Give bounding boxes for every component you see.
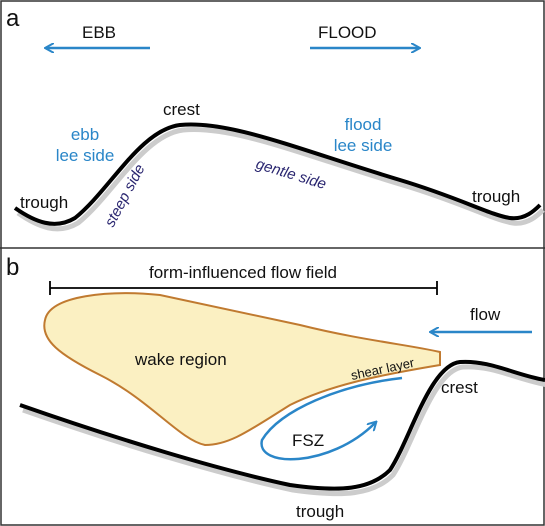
ebb-lee-label: lee side [56, 146, 115, 165]
flood-lee-label: flood [345, 115, 382, 134]
trough-label: trough [472, 187, 520, 206]
flow-field-label: form-influenced flow field [149, 263, 337, 282]
gentle-side-label: gentle side [254, 156, 328, 193]
flood-lee-label: lee side [334, 136, 393, 155]
ebb-lee-label: ebb [71, 125, 99, 144]
diagram: a EBB FLOOD crest ebb lee side flood lee… [0, 0, 545, 526]
flood-label: FLOOD [318, 23, 377, 42]
wake-region-label: wake region [134, 350, 227, 369]
trough-label: trough [296, 502, 344, 521]
crest-label: crest [163, 100, 200, 119]
crest-label: crest [441, 378, 478, 397]
fsz-label: FSZ [292, 431, 324, 450]
panel-letter: b [6, 254, 19, 281]
trough-label: trough [20, 193, 68, 212]
panel-letter: a [6, 5, 20, 32]
flow-label: flow [470, 305, 501, 324]
ebb-label: EBB [82, 23, 116, 42]
